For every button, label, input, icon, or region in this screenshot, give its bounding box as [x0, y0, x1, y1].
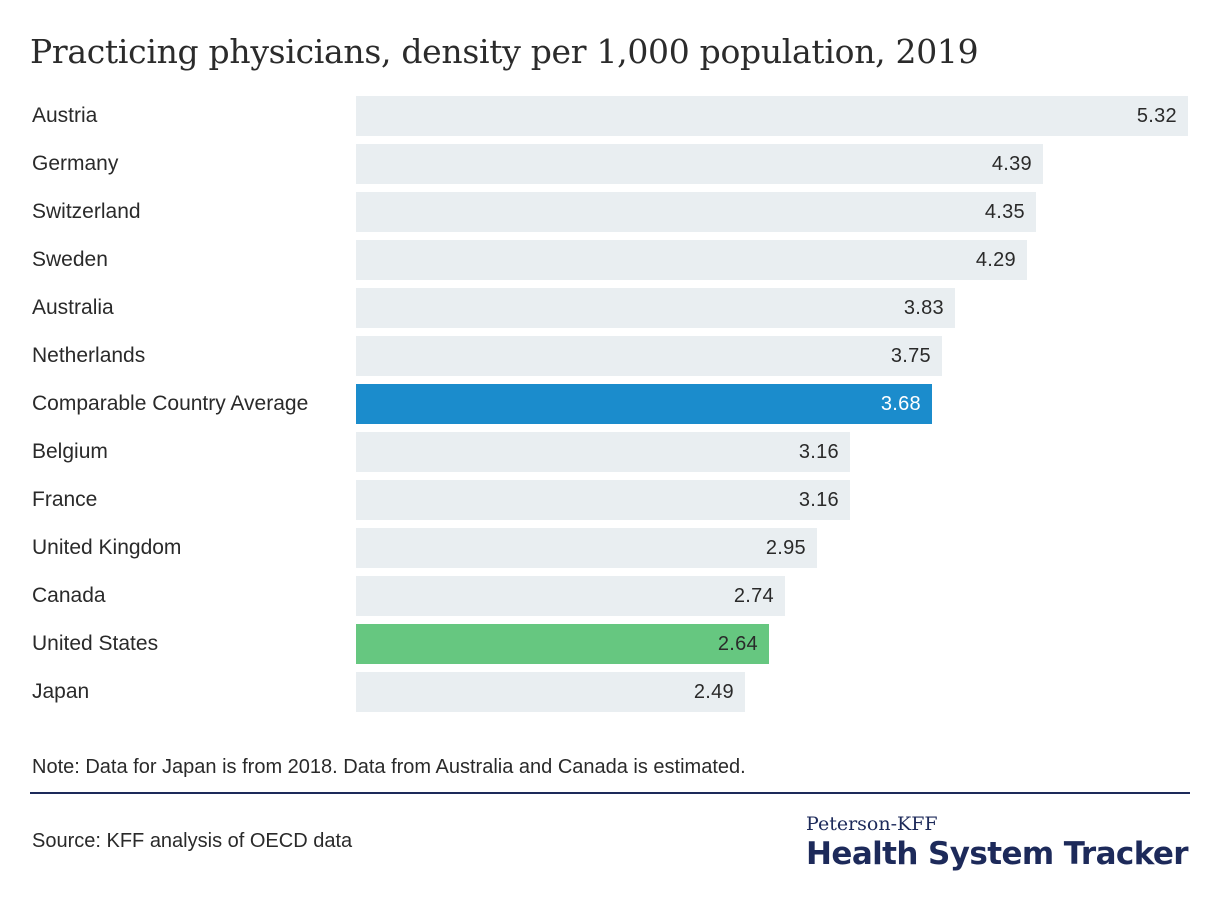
bar-value-label: 4.35	[984, 201, 1025, 223]
bar-row: United Kingdom 2.95	[0, 528, 1220, 568]
category-label: Austria	[32, 104, 98, 127]
bar-value-label: 2.49	[693, 681, 734, 703]
chart-source: Source: KFF analysis of OECD data	[32, 830, 353, 852]
bar-chart: Austria 5.32 Germany 4.39 Switzerland 4.35 Swe…	[0, 96, 1220, 720]
bar: 4.29	[356, 240, 1027, 280]
bar-row: Austria 5.32	[0, 96, 1220, 136]
bar-row: Netherlands 3.75	[0, 336, 1220, 376]
bar-row: Australia 3.83	[0, 288, 1220, 328]
bar-value-label: 2.64	[717, 633, 758, 655]
logo-top-text: Peterson-KFF	[806, 813, 938, 835]
bar: 2.49	[356, 672, 745, 712]
bar-row: Canada 2.74	[0, 576, 1220, 616]
bar-row: Switzerland 4.35	[0, 192, 1220, 232]
bar: 4.39	[356, 144, 1043, 184]
footer-divider	[30, 792, 1190, 794]
peterson-kff-logo: Peterson-KFF Health System Tracker	[806, 813, 1189, 874]
category-label: Canada	[32, 584, 106, 607]
bar-value-label: 3.16	[798, 441, 839, 463]
bar-value-label: 2.74	[733, 585, 774, 607]
bar: 4.35	[356, 192, 1036, 232]
bar-row: Comparable Country Average 3.68	[0, 384, 1220, 424]
chart-note: Note: Data for Japan is from 2018. Data …	[32, 756, 746, 778]
bar: 3.68	[356, 384, 932, 424]
category-label: Australia	[32, 296, 114, 319]
category-label: Sweden	[32, 248, 108, 271]
category-label: Japan	[32, 680, 90, 703]
bar: 2.95	[356, 528, 817, 568]
bar-value-label: 3.16	[798, 489, 839, 511]
bar: 5.32	[356, 96, 1188, 136]
bar: 2.74	[356, 576, 785, 616]
bar: 3.83	[356, 288, 955, 328]
bar-row: Japan 2.49	[0, 672, 1220, 712]
category-label: Switzerland	[32, 200, 141, 223]
bar: 3.16	[356, 480, 850, 520]
bar-row: Sweden 4.29	[0, 240, 1220, 280]
category-label: United Kingdom	[32, 536, 182, 559]
bar-row: Germany 4.39	[0, 144, 1220, 184]
category-label: Germany	[32, 152, 119, 175]
logo-bottom-text: Health System Tracker	[806, 836, 1189, 872]
bar-value-label: 4.29	[975, 249, 1016, 271]
bar: 2.64	[356, 624, 769, 664]
bar-value-label: 3.83	[903, 297, 944, 319]
category-label: United States	[32, 632, 159, 655]
bar-value-label: 2.95	[765, 537, 806, 559]
bar-value-label: 5.32	[1136, 105, 1177, 127]
bar: 3.16	[356, 432, 850, 472]
bar-value-label: 4.39	[991, 153, 1032, 175]
bar: 3.75	[356, 336, 942, 376]
bar-row: France 3.16	[0, 480, 1220, 520]
chart-title: Practicing physicians, density per 1,000…	[30, 32, 979, 71]
bar-value-label: 3.68	[880, 393, 921, 415]
bar-row: United States 2.64	[0, 624, 1220, 664]
category-label: Netherlands	[32, 344, 146, 367]
category-label: France	[32, 488, 98, 511]
bar-row: Belgium 3.16	[0, 432, 1220, 472]
bar-value-label: 3.75	[890, 345, 931, 367]
category-label: Comparable Country Average	[32, 392, 309, 415]
category-label: Belgium	[32, 440, 108, 463]
